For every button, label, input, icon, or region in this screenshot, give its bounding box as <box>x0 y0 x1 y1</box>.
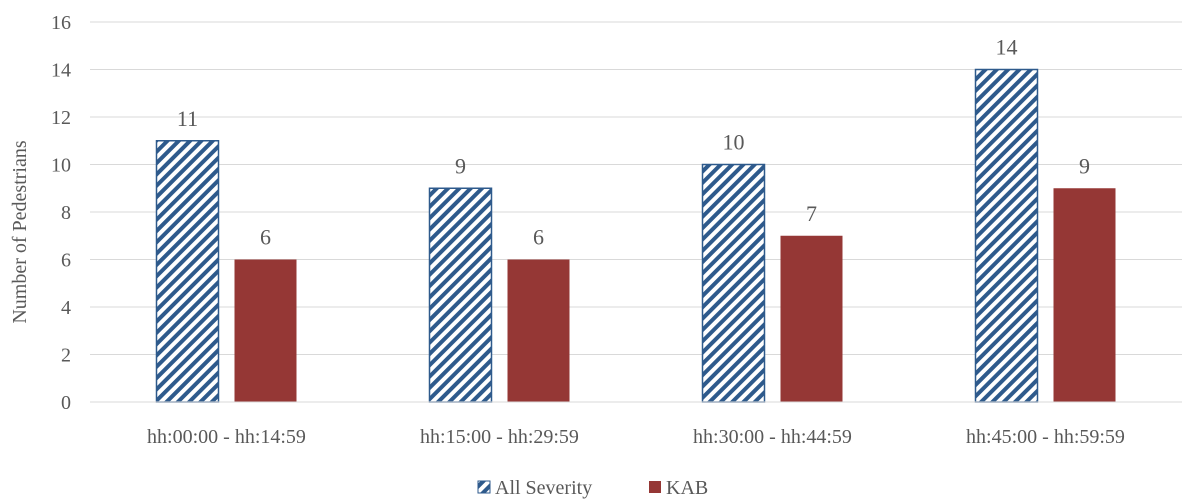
data-label: 6 <box>260 225 271 250</box>
y-axis-label: Number of Pedestrians <box>9 140 31 324</box>
y-tick-label: 4 <box>61 297 71 319</box>
y-tick-label: 12 <box>51 107 71 129</box>
x-tick-label: hh:45:00 - hh:59:59 <box>966 426 1125 448</box>
y-tick-label: 14 <box>51 60 71 82</box>
y-tick-label: 10 <box>51 155 71 177</box>
legend: All Severity KAB <box>477 477 708 499</box>
y-tick-label: 8 <box>61 202 71 224</box>
x-tick-label: hh:00:00 - hh:14:59 <box>147 426 306 448</box>
data-label: 9 <box>455 153 466 178</box>
x-axis-ticks: hh:00:00 - hh:14:59 hh:15:00 - hh:29:59 hh… <box>147 426 1125 448</box>
bar-all-severity <box>701 163 766 403</box>
bar-all-severity <box>155 140 220 403</box>
bar-kab <box>1053 188 1116 402</box>
data-label: 11 <box>177 106 198 131</box>
legend-label: KAB <box>666 477 708 499</box>
data-labels: 11 6 9 6 10 7 14 9 <box>177 35 1090 250</box>
data-label: 6 <box>533 225 544 250</box>
y-axis-ticks: 0 2 4 6 8 10 12 14 16 <box>51 12 71 414</box>
y-tick-label: 2 <box>61 345 71 367</box>
legend-label: All Severity <box>495 477 592 499</box>
data-label: 9 <box>1079 153 1090 178</box>
y-tick-label: 0 <box>61 392 71 414</box>
bar-kab <box>780 235 843 402</box>
bar-kab <box>234 259 297 402</box>
x-tick-label: hh:15:00 - hh:29:59 <box>420 426 579 448</box>
data-label: 14 <box>996 35 1018 60</box>
legend-swatch-kab <box>649 481 661 493</box>
y-tick-label: 16 <box>51 12 71 34</box>
y-tick-label: 6 <box>61 250 71 272</box>
bars <box>155 68 1116 403</box>
bar-all-severity <box>974 68 1039 403</box>
data-label: 7 <box>806 201 817 226</box>
data-label: 10 <box>723 130 745 155</box>
bar-all-severity <box>428 187 493 403</box>
legend-swatch-all-severity <box>477 480 491 494</box>
bar-kab <box>507 259 570 402</box>
x-tick-label: hh:30:00 - hh:44:59 <box>693 426 852 448</box>
